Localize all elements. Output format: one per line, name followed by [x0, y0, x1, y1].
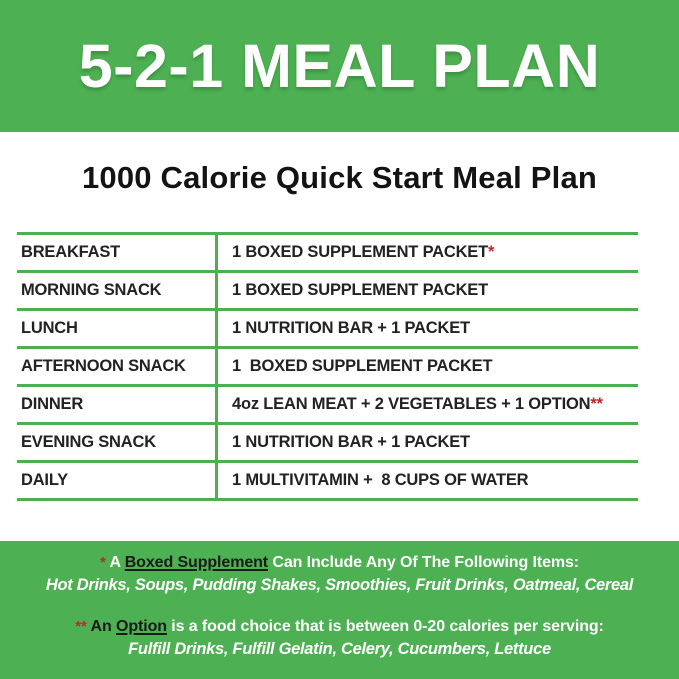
footnote-term: Boxed Supplement — [124, 554, 269, 571]
meal-value-text: 1 BOXED SUPPLEMENT PACKET — [232, 243, 488, 261]
asterisk-marker: * — [99, 554, 106, 571]
footnote-lead: An — [90, 618, 112, 635]
footer-notes: * A Boxed Supplement Can Include Any Of … — [0, 541, 679, 679]
meal-value: 1 MULTIVITAMIN + 8 CUPS OF WATER — [217, 462, 639, 500]
meal-label: MORNING SNACK — [17, 271, 218, 310]
footnote-option: ** An Option is a food choice that is be… — [0, 618, 679, 659]
footnote-marker: ** — [590, 395, 603, 413]
meal-label: DAILY — [17, 461, 218, 500]
meal-value-text: 1 BOXED SUPPLEMENT PACKET — [232, 281, 488, 299]
table-row-dinner: DINNER 4oz LEAN MEAT + 2 VEGETABLES + 1 … — [17, 385, 639, 424]
meal-value-text: 1 BOXED SUPPLEMENT PACKET — [232, 357, 493, 375]
table-row-daily: DAILY 1 MULTIVITAMIN + 8 CUPS OF WATER — [17, 461, 639, 500]
footnote-boxed-supplement: * A Boxed Supplement Can Include Any Of … — [0, 554, 679, 595]
meal-label: DINNER — [17, 385, 218, 424]
footnote-term: Option — [115, 618, 167, 635]
footnote-definition: ** An Option is a food choice that is be… — [0, 618, 679, 636]
footnote-item-list: Hot Drinks, Soups, Pudding Shakes, Smoot… — [45, 576, 634, 594]
meal-value: 1 BOXED SUPPLEMENT PACKET* — [217, 234, 639, 272]
meal-label: BREAKFAST — [17, 233, 218, 272]
table-row-afternoon-snack: AFTERNOON SNACK 1 BOXED SUPPLEMENT PACKE… — [17, 347, 639, 386]
table-row-morning-snack: MORNING SNACK 1 BOXED SUPPLEMENT PACKET — [17, 271, 639, 310]
double-asterisk-marker: ** — [75, 618, 87, 635]
footnote-item-list: Fulfill Drinks, Fulfill Gelatin, Celery,… — [128, 640, 551, 658]
meal-value: 1 BOXED SUPPLEMENT PACKET — [217, 272, 639, 310]
meal-value: 1 NUTRITION BAR + 1 PACKET — [217, 424, 639, 462]
meal-value: 1 BOXED SUPPLEMENT PACKET — [217, 348, 639, 386]
footnote-definition: * A Boxed Supplement Can Include Any Of … — [0, 554, 679, 572]
meal-label: AFTERNOON SNACK — [17, 347, 218, 386]
table-row-evening-snack: EVENING SNACK 1 NUTRITION BAR + 1 PACKET — [17, 423, 639, 462]
main-content: 1000 Calorie Quick Start Meal Plan BREAK… — [0, 132, 679, 541]
footnote-marker: * — [487, 243, 495, 261]
footnote-text: Can Include Any Of The Following Items: — [272, 554, 580, 571]
footnote-text: is a food choice that is between 0-20 ca… — [171, 618, 604, 635]
meal-value: 1 NUTRITION BAR + 1 PACKET — [217, 310, 639, 348]
meal-value-text: 1 NUTRITION BAR + 1 PACKET — [232, 319, 470, 337]
table-row-breakfast: BREAKFAST 1 BOXED SUPPLEMENT PACKET* — [17, 233, 639, 272]
meal-table-body: BREAKFAST 1 BOXED SUPPLEMENT PACKET* MOR… — [17, 233, 639, 500]
table-row-lunch: LUNCH 1 NUTRITION BAR + 1 PACKET — [17, 309, 639, 348]
meal-table: BREAKFAST 1 BOXED SUPPLEMENT PACKET* MOR… — [17, 232, 638, 501]
meal-value-text: 4oz LEAN MEAT + 2 VEGETABLES + 1 OPTION — [232, 395, 591, 413]
page-title: 5-2-1 MEAL PLAN — [78, 32, 601, 100]
meal-value: 4oz LEAN MEAT + 2 VEGETABLES + 1 OPTION*… — [217, 386, 639, 424]
meal-value-text: 1 NUTRITION BAR + 1 PACKET — [232, 433, 470, 451]
footnote-lead: A — [109, 554, 121, 571]
meal-label: EVENING SNACK — [17, 423, 218, 462]
meal-value-text: 1 MULTIVITAMIN + 8 CUPS OF WATER — [232, 471, 529, 489]
subtitle: 1000 Calorie Quick Start Meal Plan — [81, 160, 598, 195]
meal-label: LUNCH — [17, 309, 218, 348]
header-banner: 5-2-1 MEAL PLAN — [0, 0, 679, 132]
